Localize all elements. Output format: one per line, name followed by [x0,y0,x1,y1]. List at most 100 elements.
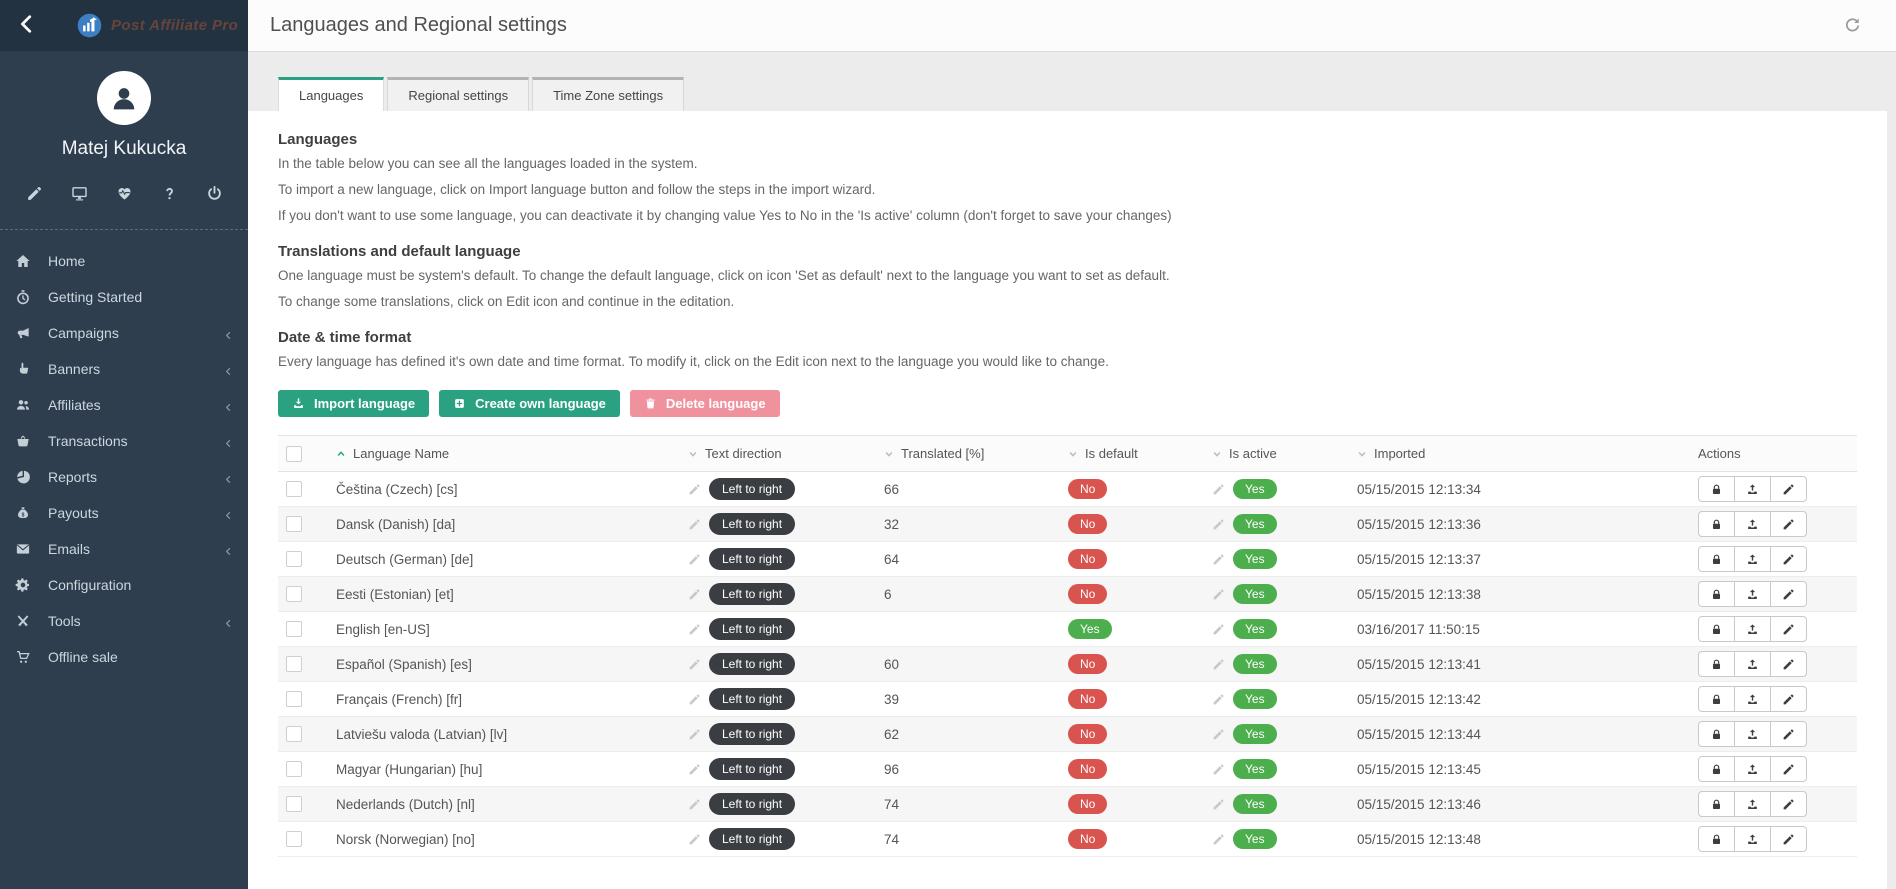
edit-direction-pencil-icon[interactable] [688,693,701,706]
monitor-icon[interactable] [71,185,88,202]
sidebar-item-tools[interactable]: Tools [0,603,248,639]
pencil-icon[interactable] [26,185,43,202]
col-text-direction[interactable]: Text direction [705,446,782,461]
delete-language-button[interactable]: Delete language [629,390,780,417]
edit-direction-pencil-icon[interactable] [688,798,701,811]
edit-direction-pencil-icon[interactable] [688,728,701,741]
is-active-badge[interactable]: Yes [1233,829,1277,849]
is-default-badge[interactable]: No [1068,794,1108,814]
is-default-badge[interactable]: No [1068,479,1108,499]
row-checkbox[interactable] [286,516,302,533]
refresh-icon[interactable] [1843,16,1862,35]
sidebar-item-banners[interactable]: Banners [0,351,248,387]
col-language-name[interactable]: Language Name [353,446,450,461]
edit-active-pencil-icon[interactable] [1212,763,1225,776]
is-default-badge[interactable]: No [1068,514,1108,534]
edit-button[interactable] [1770,581,1807,607]
row-checkbox[interactable] [286,621,302,638]
lock-button[interactable] [1698,511,1735,537]
edit-active-pencil-icon[interactable] [1212,553,1225,566]
edit-active-pencil-icon[interactable] [1212,798,1225,811]
row-checkbox[interactable] [286,656,302,673]
edit-button[interactable] [1770,826,1807,852]
is-active-badge[interactable]: Yes [1233,619,1277,639]
edit-active-pencil-icon[interactable] [1212,693,1225,706]
is-active-badge[interactable]: Yes [1233,479,1277,499]
edit-button[interactable] [1770,546,1807,572]
row-checkbox[interactable] [286,796,302,813]
is-default-badge[interactable]: No [1068,759,1108,779]
is-active-badge[interactable]: Yes [1233,584,1277,604]
is-active-badge[interactable]: Yes [1233,654,1277,674]
tab-time-zone-settings[interactable]: Time Zone settings [532,77,685,111]
sort-icon[interactable] [1068,449,1078,459]
col-is-active[interactable]: Is active [1229,446,1277,461]
create-own-language-button[interactable]: Create own language [439,390,620,417]
edit-button[interactable] [1770,791,1807,817]
tab-regional-settings[interactable]: Regional settings [387,77,530,111]
edit-direction-pencil-icon[interactable] [688,763,701,776]
sidebar-item-emails[interactable]: Emails [0,531,248,567]
export-button[interactable] [1734,686,1771,712]
edit-active-pencil-icon[interactable] [1212,483,1225,496]
lock-button[interactable] [1698,756,1735,782]
row-checkbox[interactable] [286,726,302,743]
edit-active-pencil-icon[interactable] [1212,623,1225,636]
row-checkbox[interactable] [286,691,302,708]
sort-icon[interactable] [884,449,894,459]
sidebar-item-payouts[interactable]: Payouts [0,495,248,531]
sidebar-item-transactions[interactable]: Transactions [0,423,248,459]
export-button[interactable] [1734,791,1771,817]
export-button[interactable] [1734,581,1771,607]
edit-direction-pencil-icon[interactable] [688,833,701,846]
back-chevron-icon[interactable] [16,13,42,39]
heartbeat-icon[interactable] [116,185,133,202]
lock-button[interactable] [1698,546,1735,572]
is-default-badge[interactable]: No [1068,549,1108,569]
lock-button[interactable] [1698,651,1735,677]
row-checkbox[interactable] [286,831,302,848]
sidebar-item-offline-sale[interactable]: Offline sale [0,639,248,675]
is-default-badge[interactable]: No [1068,689,1108,709]
edit-button[interactable] [1770,651,1807,677]
edit-button[interactable] [1770,511,1807,537]
row-checkbox[interactable] [286,586,302,603]
row-checkbox[interactable] [286,551,302,568]
power-icon[interactable] [206,185,223,202]
lock-button[interactable] [1698,721,1735,747]
is-active-badge[interactable]: Yes [1233,549,1277,569]
export-button[interactable] [1734,756,1771,782]
edit-active-pencil-icon[interactable] [1212,518,1225,531]
sidebar-item-home[interactable]: Home [0,243,248,279]
col-is-default[interactable]: Is default [1085,446,1138,461]
sort-icon[interactable] [1212,449,1222,459]
edit-direction-pencil-icon[interactable] [688,623,701,636]
lock-button[interactable] [1698,581,1735,607]
edit-direction-pencil-icon[interactable] [688,658,701,671]
edit-direction-pencil-icon[interactable] [688,553,701,566]
col-translated[interactable]: Translated [%] [901,446,985,461]
lock-button[interactable] [1698,616,1735,642]
is-default-badge[interactable]: No [1068,654,1108,674]
sidebar-item-configuration[interactable]: Configuration [0,567,248,603]
help-icon[interactable] [161,185,178,202]
sort-icon[interactable] [1357,449,1367,459]
sidebar-item-affiliates[interactable]: Affiliates [0,387,248,423]
edit-button[interactable] [1770,616,1807,642]
row-checkbox[interactable] [286,481,302,498]
export-button[interactable] [1734,511,1771,537]
edit-button[interactable] [1770,476,1807,502]
is-default-badge[interactable]: Yes [1068,619,1112,639]
export-button[interactable] [1734,616,1771,642]
sort-asc-icon[interactable] [336,449,346,459]
edit-button[interactable] [1770,686,1807,712]
export-button[interactable] [1734,826,1771,852]
edit-active-pencil-icon[interactable] [1212,728,1225,741]
edit-direction-pencil-icon[interactable] [688,518,701,531]
is-active-badge[interactable]: Yes [1233,759,1277,779]
lock-button[interactable] [1698,686,1735,712]
edit-button[interactable] [1770,721,1807,747]
sidebar-item-campaigns[interactable]: Campaigns [0,315,248,351]
edit-active-pencil-icon[interactable] [1212,833,1225,846]
sort-icon[interactable] [688,449,698,459]
